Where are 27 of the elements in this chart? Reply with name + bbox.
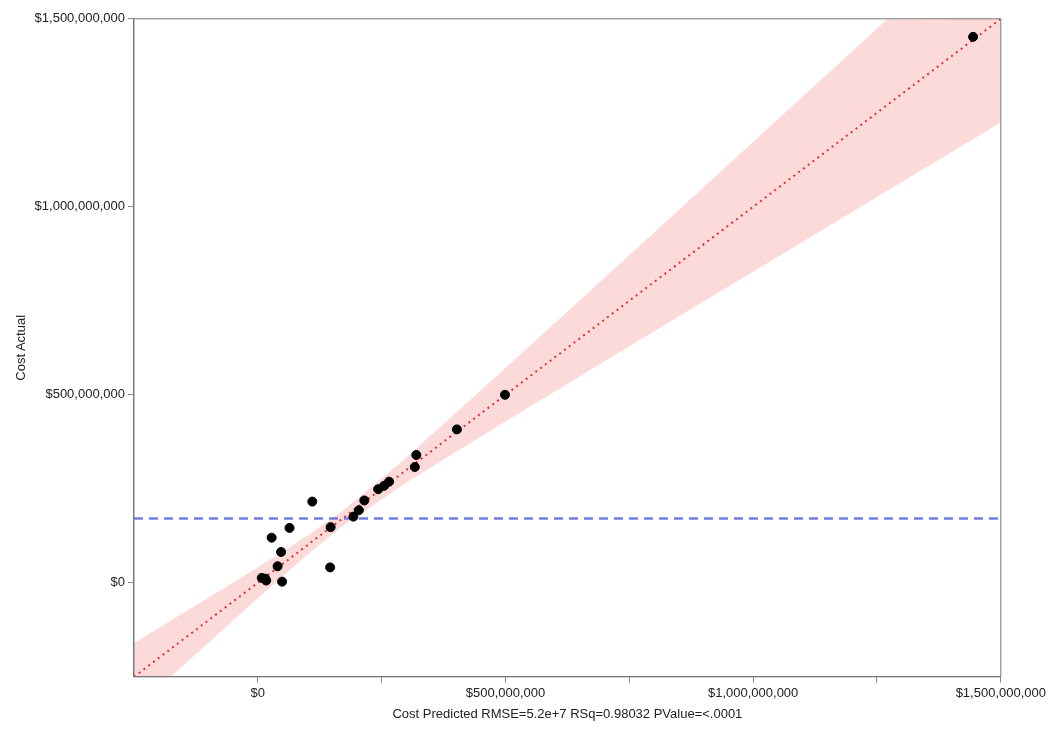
point bbox=[353, 505, 364, 516]
x-tick-label: $500,000,000 bbox=[465, 685, 546, 701]
x-tick-label: $1,500,000,000 bbox=[955, 685, 1046, 701]
point bbox=[451, 424, 462, 435]
point bbox=[409, 461, 420, 472]
point bbox=[411, 449, 422, 460]
point bbox=[307, 496, 318, 507]
point bbox=[266, 532, 277, 543]
y-tick-label: $0 bbox=[110, 574, 125, 590]
x-axis-title: Cost Predicted RMSE=5.2e+7 RSq=0.98032 PValue=<.0001 bbox=[392, 705, 743, 721]
point bbox=[359, 495, 370, 506]
point bbox=[499, 389, 510, 400]
x-tick-label: $1,000,000,000 bbox=[707, 685, 799, 701]
y-axis-title: Cost Actual bbox=[13, 314, 29, 381]
point bbox=[325, 562, 336, 573]
point bbox=[373, 484, 384, 495]
x-tick-label: $0 bbox=[250, 685, 266, 701]
y-tick-label: $1,500,000,000 bbox=[34, 10, 125, 26]
point bbox=[325, 522, 336, 533]
point bbox=[348, 511, 359, 522]
point bbox=[968, 31, 979, 42]
point bbox=[272, 561, 283, 572]
y-tick-label: $500,000,000 bbox=[45, 386, 125, 402]
y-tick-label: $1,000,000,000 bbox=[34, 198, 125, 214]
point bbox=[284, 522, 295, 533]
point bbox=[277, 576, 288, 587]
point bbox=[276, 546, 287, 557]
